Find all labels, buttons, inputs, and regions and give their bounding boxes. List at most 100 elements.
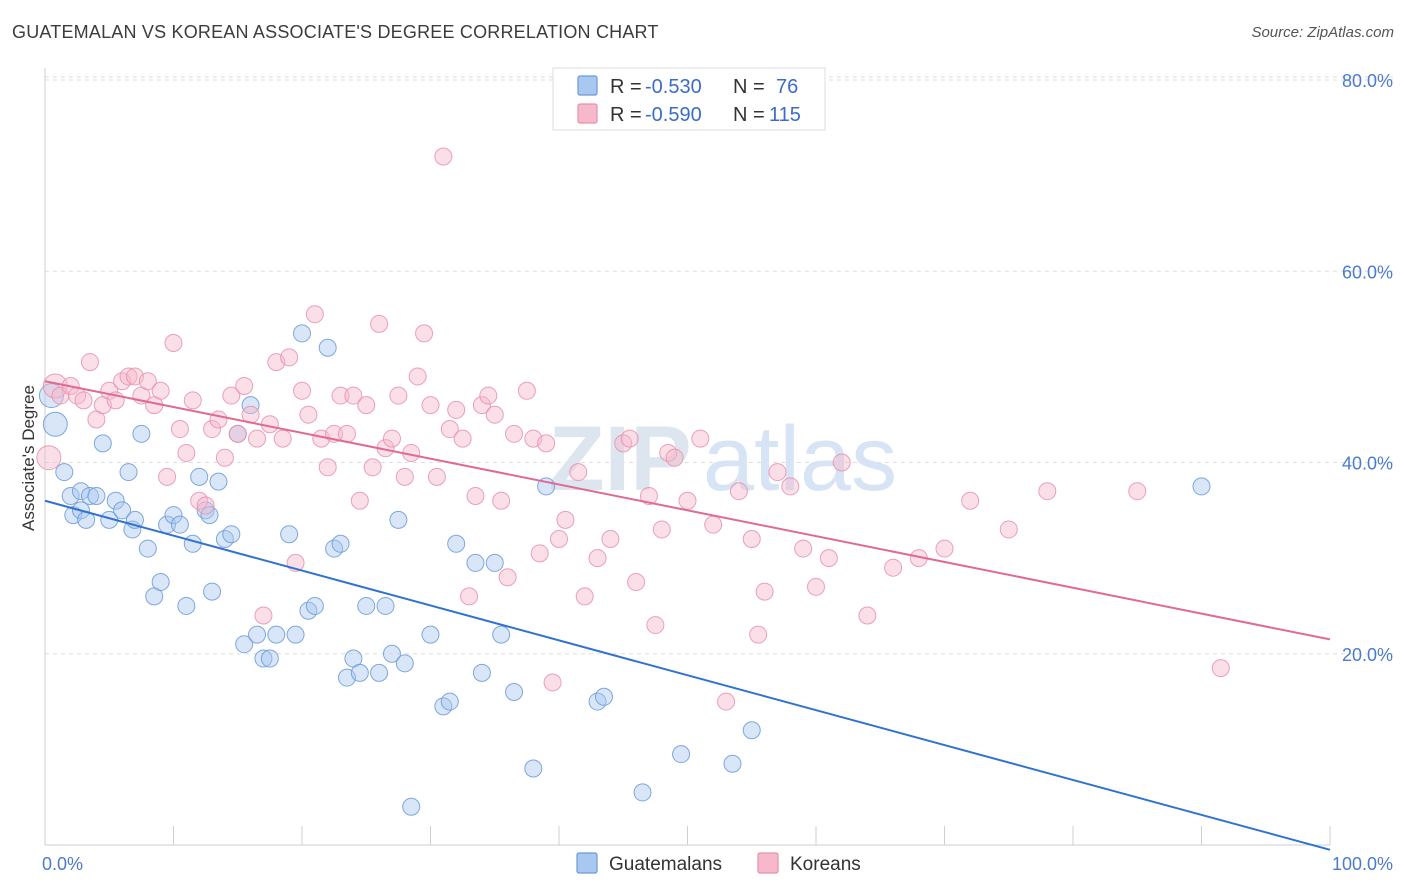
korean-point-60 xyxy=(427,467,446,486)
korean-point-75 xyxy=(530,544,549,563)
korean-point-102 xyxy=(794,539,813,558)
guatemalan-point-73 xyxy=(1192,477,1211,496)
korean-point-105 xyxy=(832,453,851,472)
korean-point-113 xyxy=(1128,482,1147,501)
guatemalan-point-69 xyxy=(633,783,652,802)
guatemalan-point-33 xyxy=(241,396,260,415)
guatemalan-point-72 xyxy=(742,721,761,740)
korean-point-83 xyxy=(601,530,620,548)
bottom-legend: Guatemalans Koreans xyxy=(576,852,861,875)
top-legend: R = -0.530 N = 76 R = -0.590 N = 115 xyxy=(552,67,826,131)
korean-point-21 xyxy=(177,443,196,462)
watermark-zip-text: ZIP xyxy=(548,408,691,510)
guatemalan-point-15 xyxy=(132,424,151,443)
watermark: ZIP atlas xyxy=(548,408,897,510)
guatemalan-point-23 xyxy=(183,534,202,553)
guatemalan-point-26 xyxy=(200,506,219,525)
legend-n-label-guatemalans: N = xyxy=(733,76,765,98)
korean-point-94 xyxy=(704,515,723,534)
guatemalan-point-20 xyxy=(164,506,183,525)
korean-point-96 xyxy=(729,482,748,501)
tick-labels: 20.0% 40.0% 60.0% 80.0% 0.0% 100.0% xyxy=(42,71,1393,874)
guatemalan-point-56 xyxy=(421,625,440,644)
legend-box xyxy=(552,67,826,131)
korean-point-39 xyxy=(293,381,311,400)
korean-points xyxy=(36,147,1230,711)
chart-title: GUATEMALAN VS KOREAN ASSOCIATE'S DEGREE … xyxy=(12,22,659,42)
korean-point-29 xyxy=(228,424,247,443)
guatemalan-point-64 xyxy=(505,683,524,701)
korean-point-18 xyxy=(158,467,177,486)
korean-point-81 xyxy=(575,587,594,606)
korean-point-76 xyxy=(537,434,556,453)
guatemalan-point-22 xyxy=(177,596,196,615)
korean-point-64 xyxy=(453,429,472,448)
korean-point-67 xyxy=(472,396,491,415)
guatemalan-point-30 xyxy=(222,525,241,544)
legend-n-value-guatemalans: 76 xyxy=(776,76,798,98)
korean-point-33 xyxy=(254,606,273,625)
korean-point-70 xyxy=(492,491,511,510)
korean-point-0 xyxy=(36,445,62,471)
guatemalan-point-53 xyxy=(389,510,408,529)
korean-point-68 xyxy=(479,386,498,405)
korean-point-106 xyxy=(858,606,877,625)
x-tick-label-1: 100.0% xyxy=(1332,854,1393,874)
korean-point-57 xyxy=(408,367,427,386)
guatemalan-point-32 xyxy=(235,635,254,654)
korean-point-85 xyxy=(620,429,639,448)
korean-point-71 xyxy=(498,568,517,587)
guatemalan-point-70 xyxy=(672,745,691,764)
guatemalan-point-63 xyxy=(492,625,511,644)
guatemalan-point-51 xyxy=(376,596,395,615)
trend-lines xyxy=(44,380,1331,851)
korean-point-22 xyxy=(183,391,202,410)
korean-point-104 xyxy=(819,549,838,568)
korean-point-89 xyxy=(652,520,671,539)
korean-point-100 xyxy=(768,463,787,482)
korean-point-87 xyxy=(639,486,658,505)
legend-r-value-guatemalans: -0.530 xyxy=(645,76,702,98)
guatemalan-point-50 xyxy=(370,663,389,682)
korean-point-41 xyxy=(305,305,324,324)
guatemalan-trend-line xyxy=(44,499,1331,851)
korean-point-107 xyxy=(884,558,903,577)
korean-point-40 xyxy=(299,405,318,424)
korean-point-27 xyxy=(215,448,234,467)
guatemalan-point-1 xyxy=(42,411,68,437)
korean-point-98 xyxy=(749,625,768,644)
x-tick-label-0: 0.0% xyxy=(42,854,83,874)
guatemalan-point-40 xyxy=(293,324,311,343)
korean-point-73 xyxy=(517,381,536,400)
guatemalan-point-39 xyxy=(286,625,305,644)
korean-point-77 xyxy=(543,673,562,692)
guatemalan-point-3 xyxy=(61,486,80,505)
guatemalan-point-34 xyxy=(248,625,267,644)
bottom-legend-swatch-koreans xyxy=(757,852,779,874)
guatemalan-point-28 xyxy=(209,472,228,491)
legend-n-value-koreans: 115 xyxy=(769,104,801,126)
legend-r-label-koreans: R = xyxy=(610,104,642,126)
korean-point-66 xyxy=(466,486,485,505)
legend-swatch-koreans xyxy=(577,103,598,124)
korean-point-63 xyxy=(447,400,466,419)
korean-point-72 xyxy=(505,424,524,443)
korean-point-51 xyxy=(370,314,389,333)
y-tick-label-1: 40.0% xyxy=(1342,454,1393,474)
korean-point-58 xyxy=(415,324,434,343)
legend-n-label-koreans: N = xyxy=(733,104,765,126)
korean-point-15 xyxy=(138,372,157,391)
guatemalan-point-45 xyxy=(331,534,350,553)
korean-point-45 xyxy=(331,386,350,405)
korean-point-47 xyxy=(344,386,363,405)
korean-point-86 xyxy=(627,573,646,592)
bottom-legend-label-guatemalans: Guatemalans xyxy=(609,854,722,875)
korean-trend-line xyxy=(44,380,1331,641)
korean-point-110 xyxy=(961,491,980,510)
korean-point-95 xyxy=(717,692,736,711)
bottom-legend-label-koreans: Koreans xyxy=(790,854,861,875)
korean-point-54 xyxy=(389,386,408,405)
guatemalan-point-2 xyxy=(55,463,74,482)
korean-point-79 xyxy=(556,510,575,529)
